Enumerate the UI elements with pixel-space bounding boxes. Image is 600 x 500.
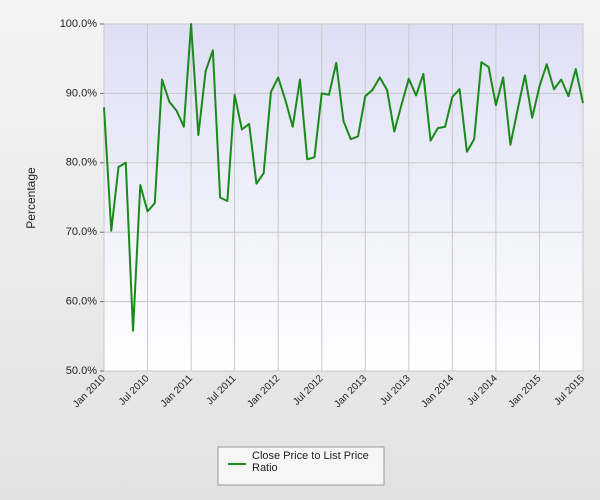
- legend: [217, 446, 385, 486]
- y-tick-label: 70.0%: [66, 226, 97, 238]
- line-series: [103, 23, 584, 332]
- y-axis-label: Percentage: [24, 167, 38, 229]
- y-tick-label: 100.0%: [60, 18, 98, 30]
- legend-entry-box: Close Price to List Price Ratio: [252, 450, 369, 474]
- plot-area: [103, 23, 584, 372]
- y-tick-label: 60.0%: [66, 296, 97, 308]
- y-tick-label: 50.0%: [66, 365, 97, 377]
- y-tick-label: 90.0%: [66, 87, 97, 99]
- legend-entry: Close Price to List Price Ratio: [252, 450, 369, 474]
- y-tick-label: 80.0%: [66, 157, 97, 169]
